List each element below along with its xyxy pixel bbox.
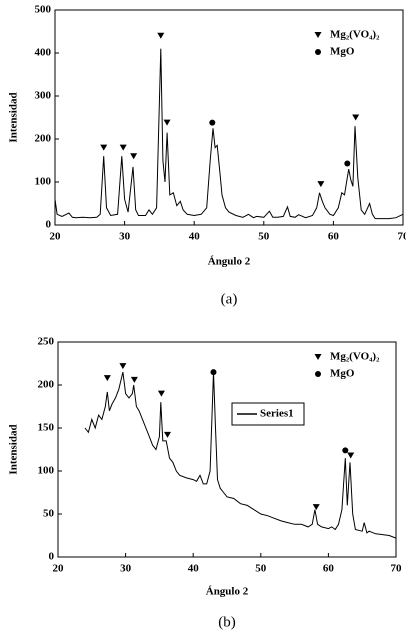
y-tick-label: 200 [38, 379, 55, 391]
x-tick-label: 20 [50, 231, 62, 243]
x-tick-label: 70 [391, 563, 403, 575]
y-axis-label: Intensidad [8, 424, 20, 474]
y-tick-label: 150 [38, 422, 55, 434]
marker-triangle [317, 181, 325, 188]
marker-triangle [352, 114, 360, 121]
y-tick-label: 400 [35, 47, 52, 59]
legend-label: MgO [330, 368, 355, 380]
plot-frame [54, 9, 404, 226]
y-tick-label: 50 [43, 508, 55, 520]
marker-circle [342, 447, 349, 454]
marker-triangle [312, 504, 320, 511]
x-axis-label: Ángulo 2 [208, 256, 251, 268]
y-tick-label: 100 [35, 176, 52, 188]
caption: (a) [221, 291, 238, 307]
marker-triangle [347, 452, 355, 459]
x-axis-label: Ángulo 2 [206, 586, 249, 598]
y-tick-label: 300 [35, 90, 52, 102]
legend-marker [314, 32, 322, 38]
marker-triangle [119, 363, 127, 370]
data-line [54, 48, 404, 220]
legend-label: Mg₂(VO₄)₂ [330, 351, 380, 363]
y-tick-label: 250 [38, 336, 55, 348]
y-tick-label: 0 [46, 219, 52, 231]
marker-triangle [103, 375, 111, 382]
x-tick-label: 40 [188, 563, 200, 575]
marker-circle [344, 160, 351, 167]
marker-triangle [130, 376, 138, 383]
legend-label: Series1 [260, 408, 294, 420]
marker-triangle [157, 32, 165, 39]
y-tick-label: 500 [35, 4, 52, 16]
marker-triangle [119, 144, 127, 151]
x-tick-label: 60 [323, 563, 335, 575]
y-tick-label: 0 [49, 551, 55, 563]
marker-triangle [157, 390, 165, 397]
marker-circle [210, 369, 217, 376]
x-tick-label: 40 [189, 231, 201, 243]
legend-label: Mg₂(VO₄)₂ [330, 29, 380, 41]
x-tick-label: 60 [328, 231, 340, 243]
marker-triangle [130, 153, 138, 160]
y-axis-label: Intensidad [8, 92, 20, 142]
caption: (b) [218, 614, 236, 630]
x-tick-label: 50 [258, 231, 270, 243]
x-tick-label: 30 [120, 563, 132, 575]
marker-circle [209, 119, 216, 126]
legend-box [231, 402, 305, 426]
y-tick-label: 200 [35, 133, 52, 145]
marker-triangle [163, 119, 171, 126]
plot-frame [57, 341, 397, 558]
legend-marker [314, 354, 322, 360]
legend-marker [315, 371, 321, 377]
x-tick-label: 50 [255, 563, 267, 575]
x-tick-label: 30 [119, 231, 131, 243]
legend-label: MgO [330, 46, 355, 58]
y-tick-label: 100 [38, 465, 55, 477]
x-tick-label: 70 [398, 231, 406, 243]
legend-marker [315, 49, 321, 55]
marker-triangle [164, 431, 172, 438]
x-tick-label: 20 [53, 563, 65, 575]
marker-triangle [100, 144, 108, 151]
